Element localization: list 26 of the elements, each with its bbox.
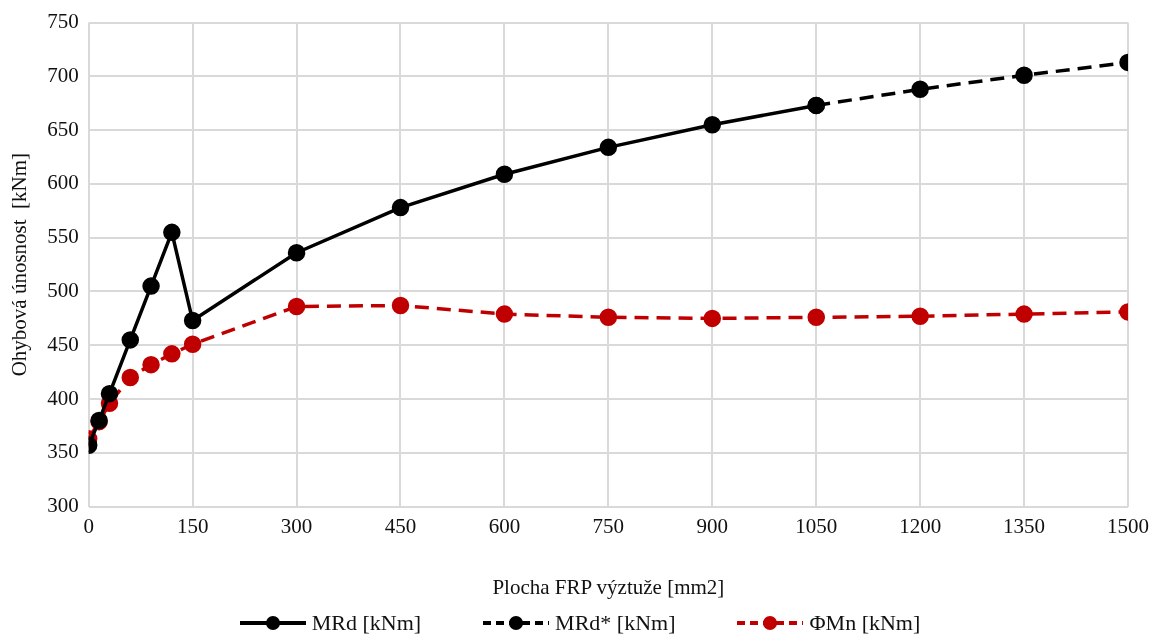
x-tick-label: 300 — [280, 513, 313, 538]
y-tick-label: 700 — [47, 62, 79, 87]
y-axis-title: Ohybová únosnost [kNm] — [7, 152, 32, 377]
x-tick-label: 750 — [592, 513, 625, 538]
x-tick-label: 450 — [384, 513, 417, 538]
x-tick-label: 900 — [696, 513, 729, 538]
y-tick-label: 400 — [47, 385, 79, 410]
x-axis-title: Plocha FRP výztuže [mm2] — [492, 574, 725, 599]
x-tick-label: 1350 — [1003, 513, 1046, 538]
legend-label: ΦMn [kNm] — [809, 610, 921, 636]
x-tick-label: 1500 — [1107, 513, 1149, 538]
legend-label: MRd [kNm] — [311, 610, 422, 636]
y-tick-label: 550 — [47, 224, 79, 249]
x-tick-label: 600 — [488, 513, 521, 538]
y-tick-label: 500 — [47, 278, 79, 302]
x-tick-label: 0 — [83, 513, 94, 538]
x-tick-label: 150 — [176, 513, 209, 538]
x-tick-label: 1050 — [795, 513, 838, 538]
legend-label: MRd* [kNm] — [555, 610, 676, 636]
y-tick-label: 350 — [47, 439, 79, 464]
y-tick-label: 600 — [47, 170, 79, 195]
y-tick-label: 750 — [47, 9, 79, 34]
x-tick-label: 1200 — [899, 513, 942, 538]
y-tick-label: 300 — [47, 493, 79, 518]
y-tick-label: 450 — [47, 331, 79, 356]
y-tick-label: 650 — [47, 116, 79, 141]
